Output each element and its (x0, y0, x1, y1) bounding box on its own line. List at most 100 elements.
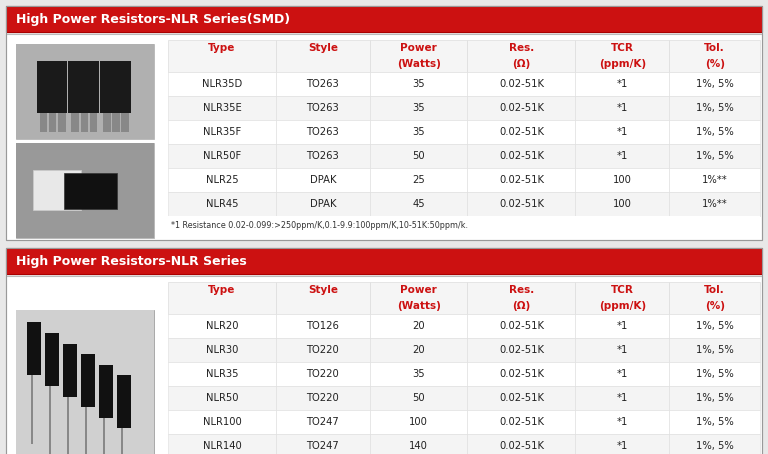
Bar (370, 410, 468, 434)
Text: DPAK: DPAK (310, 175, 336, 185)
Bar (575, 192, 670, 216)
Bar (575, 362, 670, 386)
Text: TCR: TCR (611, 285, 634, 295)
Bar (32, 170, 81, 210)
Bar (168, 40, 276, 72)
Text: (Ω): (Ω) (512, 301, 531, 311)
Bar (370, 434, 468, 454)
Text: NLR100: NLR100 (203, 417, 241, 427)
Bar (670, 434, 760, 454)
Bar (168, 144, 276, 168)
Text: NLR35D: NLR35D (202, 79, 242, 89)
Bar (575, 410, 670, 434)
Bar (16, 44, 154, 139)
Bar (168, 96, 276, 120)
Bar (575, 120, 670, 144)
Text: TO220: TO220 (306, 369, 339, 379)
Text: 100: 100 (409, 417, 429, 427)
Bar (121, 114, 129, 133)
Text: 0.02-51K: 0.02-51K (499, 369, 544, 379)
Text: 35: 35 (412, 103, 425, 113)
Bar (575, 434, 670, 454)
Bar (168, 216, 760, 234)
Bar (40, 114, 48, 133)
Bar (575, 282, 670, 314)
Bar (468, 72, 575, 96)
Bar (670, 314, 760, 338)
Bar (468, 386, 575, 410)
Bar (670, 96, 760, 120)
Bar (99, 365, 113, 418)
Text: 0.02-51K: 0.02-51K (499, 321, 544, 331)
Bar (370, 72, 468, 96)
Bar (16, 143, 154, 238)
Bar (468, 168, 575, 192)
Text: Res.: Res. (509, 285, 534, 295)
Bar (168, 282, 276, 314)
Bar (168, 410, 276, 434)
Bar (100, 61, 131, 114)
Bar (6, 6, 762, 32)
Text: 100: 100 (613, 199, 632, 209)
Text: TO263: TO263 (306, 103, 339, 113)
Text: *1: *1 (617, 441, 628, 451)
Text: 0.02-51K: 0.02-51K (499, 345, 544, 355)
Text: *1: *1 (617, 369, 628, 379)
Bar (670, 72, 760, 96)
Bar (168, 314, 276, 338)
Text: 0.02-51K: 0.02-51K (499, 199, 544, 209)
Text: (Ω): (Ω) (512, 59, 531, 69)
Bar (16, 310, 154, 454)
Text: (ppm/K): (ppm/K) (599, 59, 646, 69)
Bar (670, 40, 760, 72)
Text: 0.02-51K: 0.02-51K (499, 151, 544, 161)
Text: 0.02-51K: 0.02-51K (499, 417, 544, 427)
Text: 0.02-51K: 0.02-51K (499, 393, 544, 403)
Text: TO126: TO126 (306, 321, 339, 331)
Text: (Watts): (Watts) (397, 59, 441, 69)
Bar (468, 434, 575, 454)
Bar (575, 314, 670, 338)
Bar (370, 192, 468, 216)
Text: Style: Style (308, 43, 338, 53)
Bar (468, 314, 575, 338)
Bar (575, 386, 670, 410)
Text: NLR35E: NLR35E (203, 103, 241, 113)
Bar (276, 282, 370, 314)
Bar (370, 338, 468, 362)
Text: *1: *1 (617, 393, 628, 403)
Bar (27, 322, 41, 375)
Bar (670, 410, 760, 434)
Bar (575, 144, 670, 168)
Bar (370, 96, 468, 120)
Text: 1%**: 1%** (702, 199, 727, 209)
Bar (670, 282, 760, 314)
Bar (168, 362, 276, 386)
Text: 1%, 5%: 1%, 5% (696, 151, 733, 161)
Text: TO263: TO263 (306, 127, 339, 137)
Text: NLR50F: NLR50F (203, 151, 241, 161)
Bar (65, 173, 118, 209)
Bar (276, 192, 370, 216)
Text: NLR20: NLR20 (206, 321, 238, 331)
Text: 0.02-51K: 0.02-51K (499, 175, 544, 185)
Bar (670, 192, 760, 216)
Bar (276, 362, 370, 386)
Bar (670, 338, 760, 362)
Text: 1%, 5%: 1%, 5% (696, 441, 733, 451)
Bar (370, 144, 468, 168)
Bar (276, 410, 370, 434)
Text: TO263: TO263 (306, 79, 339, 89)
Bar (121, 429, 123, 454)
Text: 0.02-51K: 0.02-51K (499, 127, 544, 137)
Text: NLR140: NLR140 (203, 441, 241, 451)
Bar (276, 40, 370, 72)
Bar (370, 386, 468, 410)
Bar (6, 6, 762, 240)
Text: *1: *1 (617, 103, 628, 113)
Bar (370, 362, 468, 386)
Text: Type: Type (208, 285, 236, 295)
Text: *1 Resistance 0.02-0.099:>250ppm/K,0.1-9.9:100ppm/K,10-51K:50ppm/k.: *1 Resistance 0.02-0.099:>250ppm/K,0.1-9… (171, 221, 468, 230)
Bar (58, 114, 65, 133)
Text: 25: 25 (412, 175, 425, 185)
